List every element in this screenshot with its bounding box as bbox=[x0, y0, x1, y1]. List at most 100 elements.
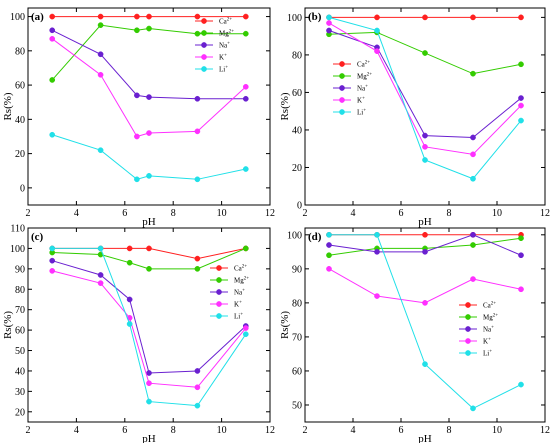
x-tick-label: 8 bbox=[171, 425, 176, 436]
y-tick-label: 60 bbox=[15, 81, 25, 92]
y-tick-label: 20 bbox=[15, 407, 25, 418]
data-point bbox=[146, 173, 152, 179]
data-point bbox=[134, 27, 140, 34]
series-k bbox=[49, 268, 249, 391]
legend-label: Ca2+ bbox=[234, 265, 247, 273]
series-na bbox=[326, 231, 524, 259]
legend-label: Mg2+ bbox=[219, 30, 234, 38]
data-point bbox=[194, 30, 201, 37]
legend-charge: 2+ bbox=[365, 61, 371, 66]
data-point bbox=[518, 286, 524, 293]
x-tick-label: 10 bbox=[217, 425, 227, 436]
x-axis-label: pH bbox=[418, 216, 432, 228]
data-point bbox=[126, 321, 133, 327]
data-point bbox=[374, 48, 380, 55]
data-point bbox=[97, 245, 104, 252]
data-point bbox=[126, 296, 133, 303]
data-point bbox=[470, 151, 476, 158]
legend-marker bbox=[201, 18, 207, 24]
series-line bbox=[51, 24, 246, 81]
legend: Ca2+Mg2+Na+K+Li+ bbox=[333, 61, 372, 117]
data-point bbox=[518, 102, 524, 109]
legend-marker bbox=[216, 313, 222, 319]
y-axis-label: Rs(%) bbox=[2, 311, 14, 339]
data-point bbox=[97, 147, 104, 154]
x-axis-label: pH bbox=[142, 216, 156, 228]
x-tick-label: 10 bbox=[492, 425, 502, 436]
data-point bbox=[326, 14, 332, 21]
series-line bbox=[52, 134, 246, 180]
legend-label: K+ bbox=[234, 301, 242, 309]
x-tick-label: 6 bbox=[399, 208, 404, 219]
x-tick-label: 2 bbox=[26, 208, 31, 219]
legend-marker bbox=[339, 97, 345, 103]
y-tick-label: 40 bbox=[292, 125, 302, 136]
data-point bbox=[126, 245, 133, 252]
data-point bbox=[422, 300, 428, 306]
legend-ion: Na bbox=[483, 326, 492, 334]
series-line bbox=[52, 247, 246, 270]
data-point bbox=[422, 14, 428, 21]
y-tick-label: 70 bbox=[15, 305, 25, 316]
legend-ion: K bbox=[234, 301, 239, 309]
legend-charge: + bbox=[227, 42, 230, 47]
legend-marker bbox=[339, 109, 345, 115]
y-tick-label: 50 bbox=[292, 400, 302, 411]
legend-marker bbox=[201, 66, 207, 72]
legend-ion: Li bbox=[483, 350, 489, 358]
legend-marker bbox=[216, 301, 222, 307]
plot-frame bbox=[27, 227, 271, 423]
data-point bbox=[242, 95, 249, 102]
x-tick-label: 12 bbox=[265, 425, 275, 436]
legend-marker bbox=[201, 54, 207, 60]
x-axis-label: pH bbox=[418, 433, 432, 443]
series-na bbox=[49, 27, 249, 102]
data-point bbox=[242, 245, 249, 252]
legend-ion: Na bbox=[234, 289, 243, 297]
data-point bbox=[374, 14, 380, 21]
y-tick-label: 100 bbox=[10, 244, 25, 255]
legend-ion: Li bbox=[219, 66, 225, 74]
legend-marker bbox=[201, 30, 207, 36]
legend-label: Mg2+ bbox=[234, 277, 249, 285]
data-point bbox=[146, 130, 152, 136]
data-point bbox=[146, 94, 152, 100]
data-point bbox=[194, 128, 201, 135]
legend-label: Ca2+ bbox=[357, 61, 370, 69]
data-point bbox=[146, 265, 152, 272]
legend-charge: + bbox=[240, 313, 243, 318]
series-li bbox=[326, 231, 524, 412]
series-line bbox=[51, 29, 246, 100]
x-tick-label: 8 bbox=[447, 208, 452, 219]
legend-ion: Na bbox=[357, 85, 366, 93]
series-na bbox=[326, 27, 524, 141]
legend-ion: K bbox=[357, 97, 362, 105]
x-tick-label: 2 bbox=[303, 208, 308, 219]
legend-ion: Ca bbox=[219, 18, 228, 26]
panel-2: 2 4 6 8 10 12 20 30 40 50 60 70 80 90 100 110 pH Rs(%) (c)… bbox=[2, 224, 275, 443]
series-line bbox=[51, 38, 247, 138]
data-point bbox=[422, 143, 428, 150]
legend-marker bbox=[465, 350, 471, 356]
data-point bbox=[326, 265, 332, 272]
data-point bbox=[134, 13, 140, 20]
data-point bbox=[374, 231, 380, 238]
data-point bbox=[422, 361, 428, 367]
legend-ion: Mg bbox=[483, 314, 493, 322]
x-tick-label: 4 bbox=[74, 425, 79, 436]
data-point bbox=[97, 22, 104, 28]
series-line bbox=[328, 268, 522, 304]
series-li bbox=[49, 245, 249, 409]
data-point bbox=[470, 175, 476, 182]
legend-label: Na+ bbox=[234, 289, 245, 297]
y-axis-label: Rs(%) bbox=[2, 92, 14, 120]
legend-label: Mg2+ bbox=[357, 73, 372, 81]
data-point bbox=[518, 117, 524, 124]
y-axis-label: Rs(%) bbox=[279, 92, 291, 120]
legend-charge: + bbox=[491, 326, 494, 331]
data-point bbox=[518, 95, 524, 101]
legend-label: Li+ bbox=[219, 66, 228, 74]
data-point bbox=[326, 27, 332, 34]
plot-frame bbox=[304, 227, 546, 423]
